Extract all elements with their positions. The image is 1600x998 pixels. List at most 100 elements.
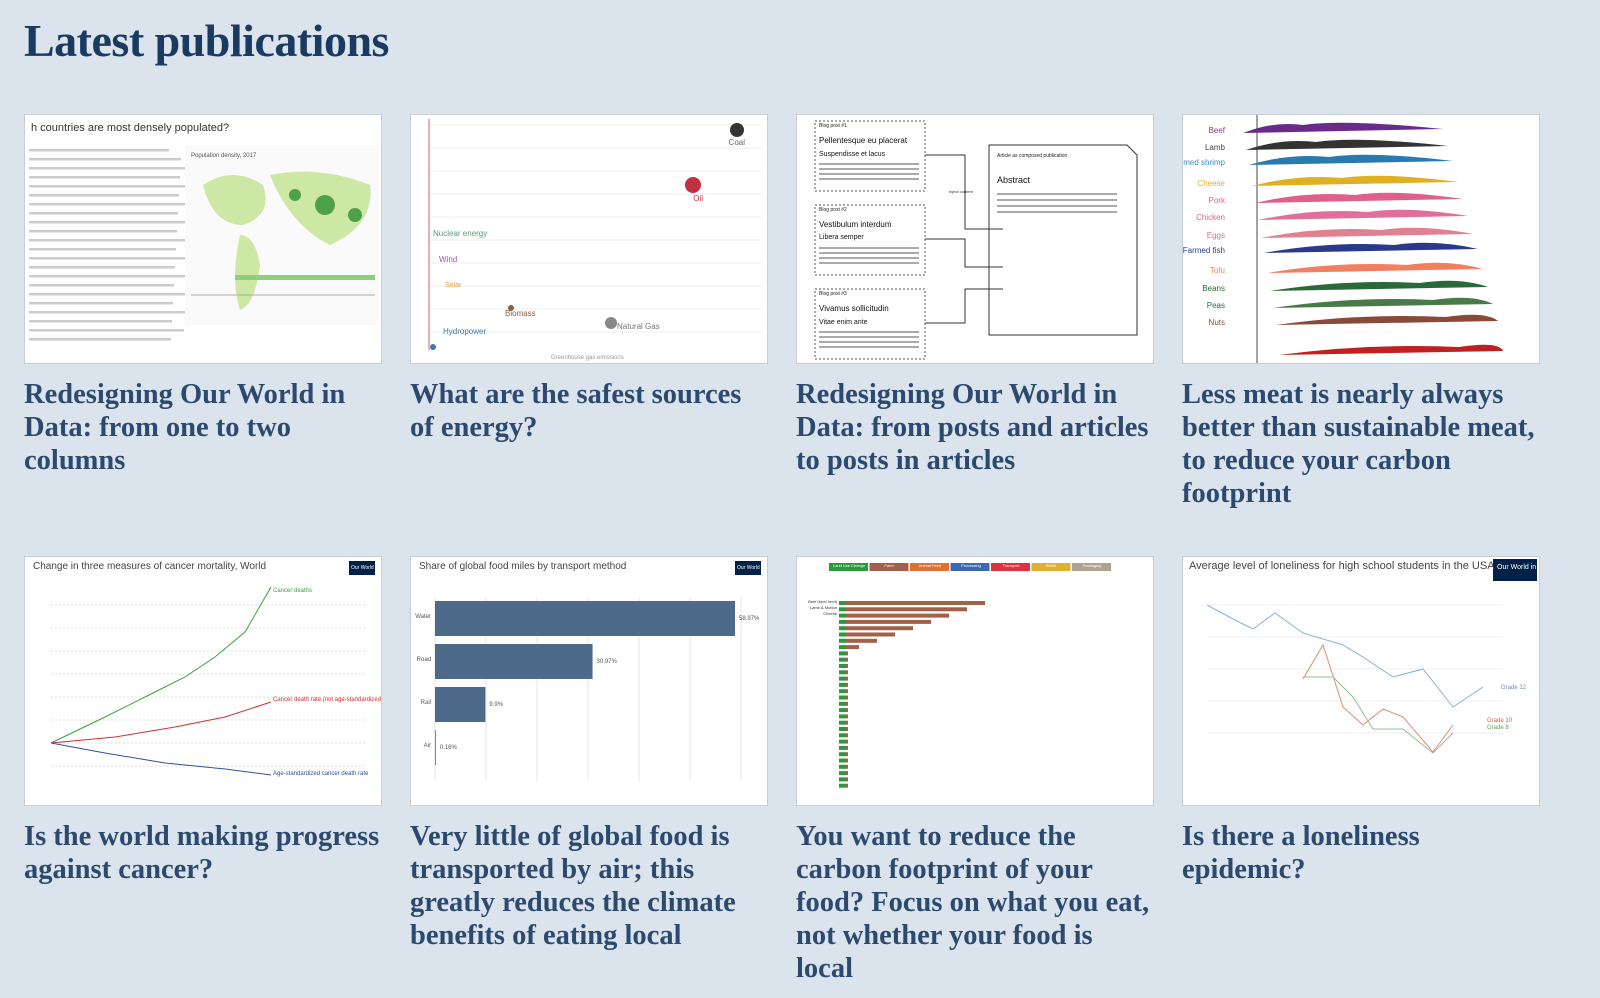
thumbnail-text: Land Use Change	[833, 563, 866, 568]
thumbnail-text: Inject content	[949, 189, 974, 194]
thumbnail-decoration	[1243, 115, 1503, 363]
thumbnail-text: Hydropower	[443, 327, 486, 336]
bar	[435, 687, 486, 722]
thumbnail-text: Peas	[1207, 301, 1225, 310]
thumbnail-text: Solar	[445, 282, 462, 289]
thumbnail-text: Libera semper	[819, 234, 864, 241]
publication-title[interactable]: Is there a loneliness epidemic?	[1182, 821, 1420, 885]
thumbnail-text: Cancer death rate (not age-standardized)	[273, 697, 381, 703]
thumbnail-text: Our World in Data	[737, 565, 767, 571]
thumbnail-graphic: Share of global food miles by transport …	[415, 561, 767, 781]
thumbnail-text: Animal Feed	[919, 563, 941, 568]
thumbnail-text: Pork	[1209, 196, 1226, 205]
thumbnail[interactable]: Land Use Change Farm Animal Feed Processing…	[796, 556, 1154, 806]
thumbnail-text: Vestibulum interdum	[819, 220, 892, 229]
publication-card[interactable]: Share of global food miles by transport …	[410, 556, 768, 952]
thumbnail-text: Article as composed publication	[997, 153, 1068, 159]
thumbnail-text: Processing	[961, 563, 981, 568]
publication-card[interactable]: Change in three measures of cancer morta…	[24, 556, 382, 886]
thumbnail-text: Our World in Data	[1497, 564, 1539, 571]
publication-card[interactable]: h countries are most densely populated? P…	[24, 114, 382, 477]
thumbnail[interactable]: Beef Lamb Farmed shrimp Cheese Pork Chicken Eg…	[1182, 114, 1540, 364]
thumbnail-text: Biomass	[505, 309, 536, 318]
bar	[435, 601, 735, 636]
thumbnail[interactable]: Average level of loneliness for high sch…	[1182, 556, 1540, 806]
bar-value-label: 58.97%	[739, 616, 760, 622]
thumbnail-text: Lamb	[1205, 143, 1226, 152]
publication-card[interactable]: Beef Lamb Farmed shrimp Cheese Pork Chicken Eg…	[1182, 114, 1540, 510]
thumbnail-text: Chicken	[1196, 213, 1225, 222]
publication-title[interactable]: Redesigning Our World in Data: from post…	[796, 379, 1149, 476]
bar-label: Road	[417, 657, 431, 663]
publication-title[interactable]: Less meat is nearly always better than s…	[1182, 379, 1535, 509]
thumbnail-text: Blog post #1	[819, 123, 847, 129]
thumbnail-text: Pellentesque eu placerat	[819, 136, 908, 145]
thumbnail-graphic: Blog post #1 Pellentesque eu placerat Susp…	[814, 120, 1138, 360]
bar	[435, 730, 436, 765]
thumbnail[interactable]: Share of global food miles by transport …	[410, 556, 768, 806]
publication-title[interactable]: Redesigning Our World in Data: from one …	[24, 379, 346, 476]
thumbnail-text: Natural Gas	[617, 322, 660, 331]
thumbnail-text: Cheese	[823, 611, 838, 616]
thumbnail-text: h countries are most densely populated?	[31, 122, 229, 134]
thumbnail-text: Our World in Data	[351, 565, 381, 571]
thumbnail-text: Grade 10	[1487, 718, 1513, 724]
thumbnail-decoration	[50, 561, 375, 776]
bar-value-label: 30.97%	[597, 659, 618, 665]
thumbnail-text: Blog post #3	[819, 291, 847, 297]
thumbnail-graphic: h countries are most densely populated? P…	[29, 122, 379, 341]
thumbnail[interactable]: Coal Oil Nuclear energy Wind Solar Biomass Hyd…	[410, 114, 768, 364]
publication-title[interactable]: You want to reduce the carbon footprint …	[796, 821, 1150, 984]
thumbnail-decoration	[814, 120, 1138, 360]
thumbnail-graphic: Average level of loneliness for high sch…	[1189, 559, 1539, 754]
thumbnail-text: Greenhouse gas emissions	[551, 355, 624, 361]
publication-card[interactable]: Land Use Change Farm Animal Feed Processing…	[796, 556, 1154, 985]
thumbnail-text: Farmed shrimp	[1183, 158, 1226, 167]
thumbnail-text: Beef (beef herd)	[808, 599, 838, 604]
thumbnail-text: Cancer deaths	[273, 588, 312, 594]
publication-title[interactable]: Is the world making progress against can…	[24, 821, 380, 885]
thumbnail-decoration	[829, 563, 1111, 788]
thumbnail-text: Vitae enim ante	[819, 319, 868, 326]
thumbnail-text: Beef	[1209, 126, 1226, 135]
thumbnail-text: Blog post #2	[819, 207, 847, 213]
thumbnail-text: Abstract	[997, 175, 1031, 185]
thumbnail[interactable]: Blog post #1 Pellentesque eu placerat Susp…	[796, 114, 1154, 364]
thumbnail-text: Packaging	[1083, 563, 1102, 568]
publication-title[interactable]: Very little of global food is transporte…	[410, 821, 736, 951]
bar-label: Rail	[421, 700, 431, 706]
publication-title[interactable]: What are the safest sources of energy?	[410, 379, 742, 443]
thumbnail-text: Population density, 2017	[191, 153, 257, 159]
thumbnail-text: Transport	[1003, 563, 1021, 568]
thumbnail-graphic: Coal Oil Nuclear energy Wind Solar Biomass Hyd…	[428, 119, 761, 361]
bar-value-label: 0.16%	[440, 745, 458, 751]
thumbnail-text: Farmed fish	[1183, 246, 1225, 255]
thumbnail-text: Vivamus sollicitudin	[819, 304, 889, 313]
thumbnail-decoration	[29, 145, 379, 341]
thumbnail-text: Beans	[1202, 284, 1225, 293]
thumbnail-text: Cheese	[1197, 179, 1225, 188]
thumbnail-text: Average level of loneliness for high sch…	[1189, 560, 1495, 572]
thumbnail-text: Suspendisse et lacus	[819, 151, 886, 158]
bar-label: Water	[415, 614, 431, 620]
bar-value-label: 9.9%	[489, 702, 503, 708]
publication-card[interactable]: Average level of loneliness for high sch…	[1182, 556, 1540, 886]
thumbnail-text: Share of global food miles by transport …	[419, 561, 626, 572]
thumbnail-decoration	[428, 119, 761, 350]
thumbnail-text: Oil	[693, 194, 703, 203]
thumbnail[interactable]: h countries are most densely populated? P…	[24, 114, 382, 364]
publication-card[interactable]: Coal Oil Nuclear energy Wind Solar Biomass Hyd…	[410, 114, 768, 444]
thumbnail-text: Eggs	[1207, 231, 1225, 240]
thumbnail-text: Age-standardized cancer death rate	[273, 771, 369, 777]
thumbnail-text: Nuclear energy	[433, 229, 487, 238]
page-title: Latest publications	[24, 15, 389, 66]
thumbnail-graphic: Change in three measures of cancer morta…	[33, 561, 381, 777]
thumbnail-decoration	[1206, 559, 1537, 754]
bar	[435, 644, 593, 679]
publication-card[interactable]: Blog post #1 Pellentesque eu placerat Susp…	[796, 114, 1154, 477]
bar-label: Air	[424, 743, 431, 749]
thumbnail[interactable]: Change in three measures of cancer morta…	[24, 556, 382, 806]
thumbnail-graphic: Land Use Change Farm Animal Feed Processing…	[808, 563, 1111, 788]
thumbnail-graphic: Beef Lamb Farmed shrimp Cheese Pork Chicken Eg…	[1183, 115, 1503, 363]
